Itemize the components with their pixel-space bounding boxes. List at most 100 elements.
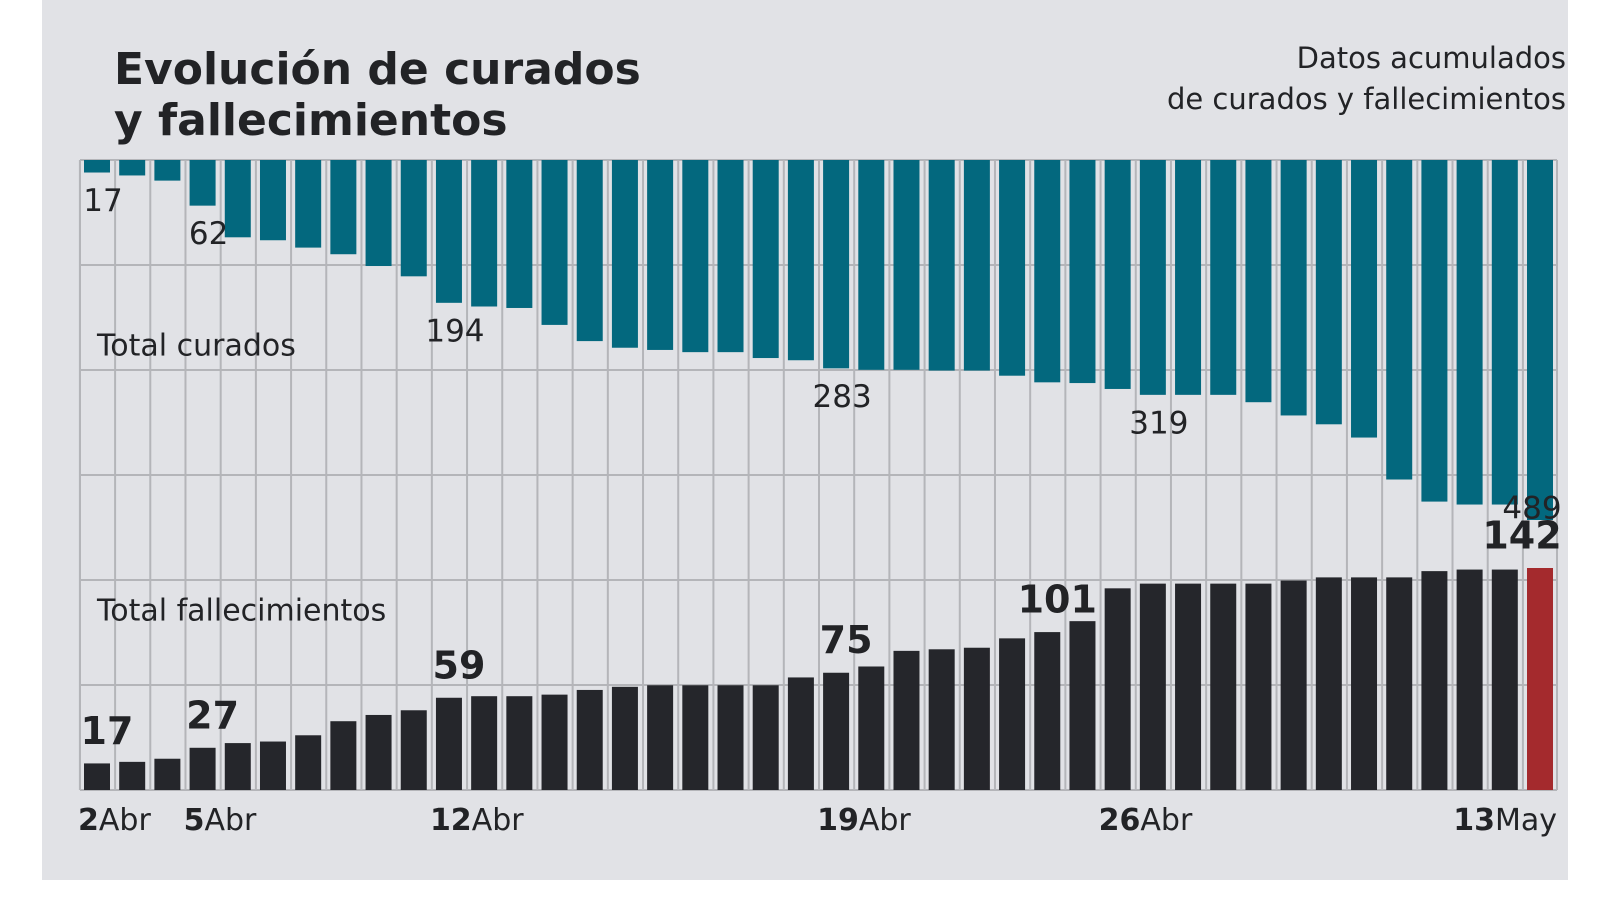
- subtitle: de curados y fallecimientos: [1167, 82, 1566, 116]
- data-label: 194: [425, 313, 484, 349]
- bar: [435, 697, 462, 790]
- bar: [1421, 571, 1448, 790]
- data-label: 59: [433, 643, 486, 687]
- bar: [1421, 160, 1448, 502]
- bar: [576, 160, 603, 342]
- bar: [1456, 160, 1483, 505]
- data-label: 489: [1502, 491, 1561, 527]
- bar: [787, 160, 814, 361]
- bar: [154, 160, 181, 181]
- subtitle: Datos acumulados: [1297, 41, 1566, 75]
- bar: [1491, 569, 1518, 790]
- bar: [224, 743, 251, 790]
- bar: [928, 649, 955, 790]
- x-tick-label: 13May: [1453, 803, 1557, 838]
- data-label: 101: [1018, 578, 1097, 622]
- bar: [1034, 160, 1061, 383]
- bar: [259, 160, 286, 241]
- chart-title: Evolución de curados: [114, 44, 641, 95]
- bar: [1210, 583, 1237, 790]
- bar: [506, 696, 533, 790]
- bar: [400, 710, 427, 790]
- bar: [682, 160, 709, 353]
- bar: [506, 160, 533, 308]
- bar: [435, 160, 462, 303]
- bar: [189, 160, 216, 206]
- bar: [999, 638, 1026, 790]
- bar: [1315, 160, 1342, 425]
- bar: [647, 160, 674, 350]
- bar: [1034, 632, 1061, 790]
- bar: [330, 721, 357, 790]
- bar: [119, 160, 146, 176]
- bar: [224, 160, 251, 238]
- bar: [1104, 588, 1131, 790]
- bar: [365, 160, 392, 267]
- bar: [576, 689, 603, 790]
- bar: [330, 160, 357, 255]
- bar: [1386, 160, 1413, 480]
- bar: [1280, 160, 1307, 416]
- bar: [1104, 160, 1131, 389]
- bar: [1351, 160, 1378, 438]
- bar: [823, 160, 850, 369]
- bar: [611, 160, 638, 348]
- bar: [84, 763, 110, 790]
- x-tick-label: 5Abr: [184, 803, 257, 838]
- bar: [259, 741, 286, 790]
- bar: [1491, 160, 1518, 505]
- x-tick-label: 19Abr: [817, 803, 911, 838]
- bar: [1527, 568, 1553, 790]
- bar: [365, 714, 392, 790]
- bar: [1069, 160, 1096, 384]
- bar: [400, 160, 427, 277]
- bar: [295, 160, 322, 248]
- data-label: 17: [83, 183, 122, 219]
- bar: [999, 160, 1026, 376]
- bar: [1139, 160, 1166, 395]
- bar: [858, 666, 885, 790]
- bar: [682, 685, 709, 790]
- bar: [963, 160, 990, 371]
- bar: [541, 694, 568, 790]
- bar: [787, 677, 814, 790]
- bar: [1527, 160, 1553, 520]
- bar: [611, 686, 638, 790]
- legend-label: Total fallecimientos: [96, 594, 386, 629]
- x-tick-label: 12Abr: [430, 803, 524, 838]
- bar: [1245, 583, 1272, 790]
- bar: [1175, 583, 1202, 790]
- data-label: 319: [1129, 405, 1188, 441]
- bar: [752, 160, 779, 359]
- data-label: 62: [189, 216, 228, 252]
- bar: [928, 160, 955, 371]
- bar: [295, 735, 322, 790]
- bar: [1210, 160, 1237, 395]
- x-tick-label: 26Abr: [1099, 803, 1193, 838]
- labels: 17 62 194 283 319 489 17 27 59 75 101 142 2Abr 5Abr 12…: [78, 183, 1562, 837]
- bar: [1175, 160, 1202, 395]
- bar: [963, 647, 990, 790]
- legend-label: Total curados: [96, 329, 296, 364]
- bar: [119, 761, 146, 790]
- bar: [1245, 160, 1272, 403]
- data-label: 283: [813, 379, 872, 415]
- data-label: 142: [1482, 514, 1561, 558]
- data-label: 75: [820, 618, 873, 662]
- bar: [471, 160, 498, 307]
- bar: [1351, 577, 1378, 790]
- bar: [1386, 577, 1413, 790]
- bar: [154, 758, 181, 790]
- chart-title: y fallecimientos: [114, 95, 508, 146]
- bar: [1315, 577, 1342, 790]
- bar: [84, 160, 110, 173]
- bar: [858, 160, 885, 370]
- bar: [893, 160, 920, 370]
- bar: [1069, 621, 1096, 790]
- bar: [823, 672, 850, 790]
- bar: [1280, 580, 1307, 790]
- bar: [471, 696, 498, 790]
- bars: [84, 160, 1553, 790]
